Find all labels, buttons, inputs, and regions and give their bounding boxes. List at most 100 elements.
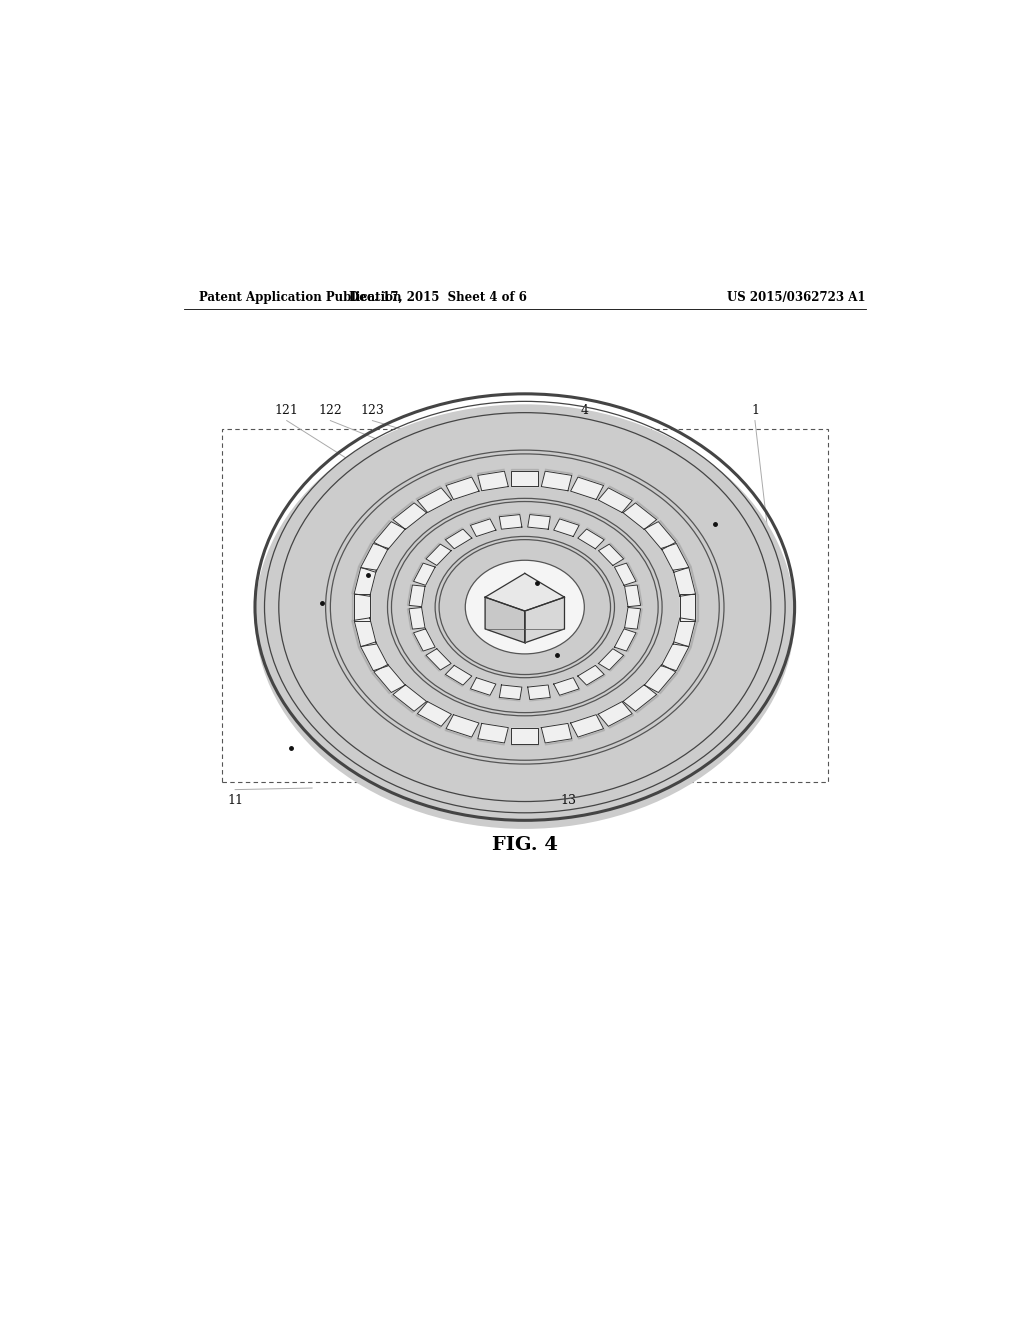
Polygon shape: [614, 628, 636, 651]
Polygon shape: [352, 618, 374, 647]
Polygon shape: [412, 562, 434, 585]
Polygon shape: [409, 585, 425, 607]
Polygon shape: [426, 544, 452, 565]
Polygon shape: [615, 562, 638, 585]
Polygon shape: [579, 667, 605, 686]
Polygon shape: [416, 486, 451, 511]
Polygon shape: [425, 649, 450, 671]
Polygon shape: [470, 677, 496, 696]
Polygon shape: [409, 607, 425, 630]
Polygon shape: [625, 585, 641, 607]
Polygon shape: [500, 515, 522, 529]
Polygon shape: [408, 607, 424, 630]
Polygon shape: [470, 678, 496, 697]
Polygon shape: [485, 573, 564, 611]
Text: 121: 121: [274, 404, 299, 417]
Polygon shape: [598, 544, 624, 565]
Polygon shape: [570, 477, 603, 499]
Polygon shape: [358, 543, 386, 572]
Polygon shape: [412, 630, 434, 652]
Polygon shape: [527, 685, 550, 700]
Polygon shape: [673, 618, 695, 647]
Text: 13: 13: [560, 793, 577, 807]
Polygon shape: [542, 470, 572, 488]
Polygon shape: [500, 685, 522, 700]
Polygon shape: [571, 717, 604, 739]
Text: FIG. 4: FIG. 4: [492, 836, 558, 854]
Polygon shape: [598, 488, 632, 512]
Polygon shape: [623, 503, 656, 529]
Polygon shape: [664, 543, 691, 572]
Polygon shape: [554, 517, 580, 536]
Polygon shape: [445, 529, 472, 549]
Polygon shape: [673, 568, 695, 597]
Polygon shape: [511, 727, 539, 743]
Text: Patent Application Publication: Patent Application Publication: [200, 292, 402, 304]
Polygon shape: [352, 594, 368, 620]
Polygon shape: [511, 730, 539, 746]
Polygon shape: [664, 643, 691, 672]
Polygon shape: [470, 517, 496, 536]
Polygon shape: [499, 513, 521, 528]
Polygon shape: [393, 685, 427, 711]
Polygon shape: [477, 725, 508, 744]
Polygon shape: [478, 471, 508, 491]
Ellipse shape: [465, 560, 585, 653]
Polygon shape: [374, 664, 406, 693]
Polygon shape: [477, 470, 508, 488]
Polygon shape: [414, 564, 435, 585]
Polygon shape: [354, 594, 370, 620]
Polygon shape: [528, 513, 551, 528]
Polygon shape: [625, 502, 658, 528]
Polygon shape: [554, 677, 580, 696]
Polygon shape: [418, 702, 452, 726]
Polygon shape: [470, 519, 496, 536]
Text: US 2015/0362723 A1: US 2015/0362723 A1: [727, 292, 865, 304]
Polygon shape: [418, 488, 452, 512]
Polygon shape: [554, 519, 580, 536]
Polygon shape: [662, 544, 689, 573]
Polygon shape: [599, 704, 634, 727]
Polygon shape: [571, 475, 604, 498]
Polygon shape: [578, 665, 604, 685]
Polygon shape: [625, 607, 641, 630]
Ellipse shape: [255, 404, 795, 829]
Text: Dec. 17, 2015  Sheet 4 of 6: Dec. 17, 2015 Sheet 4 of 6: [348, 292, 526, 304]
Polygon shape: [445, 475, 478, 498]
Polygon shape: [445, 665, 472, 685]
Polygon shape: [352, 568, 374, 595]
Polygon shape: [615, 630, 638, 652]
Polygon shape: [416, 704, 451, 727]
Polygon shape: [511, 469, 539, 484]
Polygon shape: [446, 714, 479, 737]
Polygon shape: [445, 717, 478, 739]
Polygon shape: [682, 594, 697, 620]
Text: 123: 123: [360, 404, 384, 417]
Polygon shape: [625, 686, 658, 713]
Polygon shape: [478, 723, 508, 743]
Polygon shape: [360, 544, 388, 573]
Polygon shape: [542, 723, 571, 743]
Polygon shape: [579, 528, 605, 548]
Polygon shape: [570, 714, 603, 737]
Polygon shape: [646, 520, 678, 549]
Polygon shape: [444, 667, 471, 686]
Polygon shape: [354, 568, 377, 597]
Polygon shape: [485, 597, 524, 643]
Bar: [221, 429, 828, 781]
Polygon shape: [374, 521, 406, 549]
Polygon shape: [680, 594, 695, 620]
Polygon shape: [542, 471, 571, 491]
Polygon shape: [662, 642, 689, 671]
Polygon shape: [676, 568, 697, 595]
Polygon shape: [528, 686, 551, 701]
Polygon shape: [614, 564, 636, 585]
Polygon shape: [446, 477, 479, 499]
Polygon shape: [542, 725, 572, 744]
Text: 4: 4: [581, 404, 589, 417]
Polygon shape: [372, 520, 403, 549]
Polygon shape: [524, 597, 564, 643]
Polygon shape: [391, 686, 425, 713]
Polygon shape: [426, 648, 452, 671]
Text: 122: 122: [318, 404, 342, 417]
